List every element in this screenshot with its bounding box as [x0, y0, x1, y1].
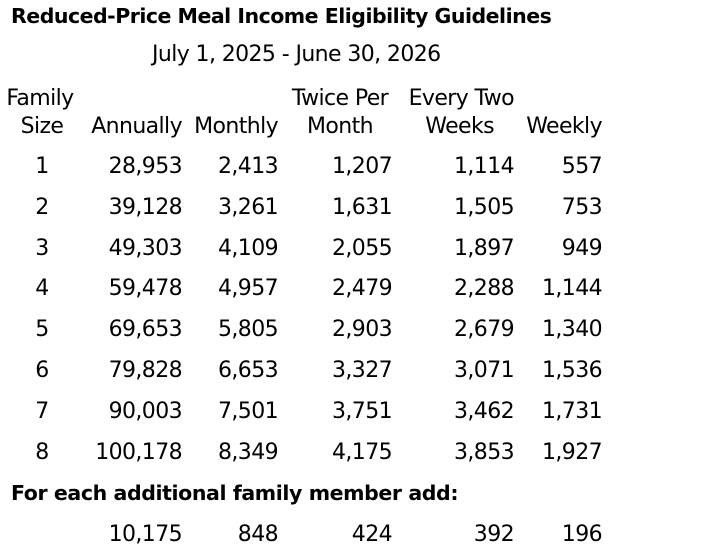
- cell-twice-per-month: 4,175: [332, 440, 393, 465]
- cell-monthly: 4,957: [218, 276, 279, 301]
- cell-annually: 39,128: [108, 195, 183, 220]
- cell-family-size: 2: [35, 195, 49, 220]
- additional-weekly: 196: [561, 522, 603, 547]
- additional-member-label: For each additional family member add:: [11, 481, 459, 505]
- cell-monthly: 3,261: [218, 195, 279, 220]
- cell-family-size: 1: [35, 154, 49, 179]
- cell-twice-per-month: 3,751: [332, 399, 393, 424]
- cell-twice-per-month: 2,903: [332, 317, 393, 342]
- additional-monthly: 848: [237, 522, 279, 547]
- header-family-size-line1: Family: [6, 86, 74, 111]
- cell-twice-per-month: 2,479: [332, 276, 393, 301]
- cell-weekly: 753: [561, 195, 603, 220]
- cell-every-two-weeks: 3,853: [454, 440, 515, 465]
- cell-family-size: 8: [35, 440, 49, 465]
- cell-monthly: 4,109: [218, 236, 279, 261]
- header-twice-per-month-line1: Twice Per: [291, 86, 389, 111]
- additional-twice-per-month: 424: [351, 522, 393, 547]
- header-family-size-line2: Size: [20, 114, 64, 139]
- cell-annually: 59,478: [108, 276, 183, 301]
- cell-weekly: 1,731: [542, 399, 603, 424]
- cell-every-two-weeks: 2,288: [454, 276, 515, 301]
- cell-annually: 79,828: [108, 358, 183, 383]
- header-monthly: Monthly: [194, 114, 278, 139]
- cell-twice-per-month: 1,631: [332, 195, 393, 220]
- cell-every-two-weeks: 1,897: [454, 236, 515, 261]
- cell-weekly: 949: [561, 236, 603, 261]
- cell-every-two-weeks: 2,679: [454, 317, 515, 342]
- header-every-two-weeks-line1: Every Two: [408, 86, 515, 111]
- additional-annually: 10,175: [108, 522, 183, 547]
- header-weekly: Weekly: [526, 114, 602, 139]
- page-title: Reduced-Price Meal Income Eligibility Gu…: [11, 4, 552, 28]
- cell-monthly: 8,349: [218, 440, 279, 465]
- cell-every-two-weeks: 1,114: [454, 154, 515, 179]
- cell-twice-per-month: 3,327: [332, 358, 393, 383]
- cell-annually: 69,653: [108, 317, 183, 342]
- cell-monthly: 7,501: [218, 399, 279, 424]
- cell-weekly: 1,144: [542, 276, 603, 301]
- cell-family-size: 7: [35, 399, 49, 424]
- cell-every-two-weeks: 1,505: [454, 195, 515, 220]
- date-range: July 1, 2025 - June 30, 2026: [152, 42, 441, 67]
- cell-annually: 100,178: [95, 440, 182, 465]
- cell-weekly: 557: [561, 154, 603, 179]
- header-every-two-weeks-line2: Weeks: [425, 114, 494, 139]
- cell-monthly: 6,653: [218, 358, 279, 383]
- cell-family-size: 3: [35, 236, 49, 261]
- additional-every-two-weeks: 392: [473, 522, 515, 547]
- header-twice-per-month-line2: Month: [307, 114, 374, 139]
- cell-annually: 28,953: [108, 154, 183, 179]
- cell-twice-per-month: 1,207: [332, 154, 393, 179]
- cell-twice-per-month: 2,055: [332, 236, 393, 261]
- cell-family-size: 4: [35, 276, 49, 301]
- cell-family-size: 5: [35, 317, 49, 342]
- cell-monthly: 2,413: [218, 154, 279, 179]
- cell-every-two-weeks: 3,071: [454, 358, 515, 383]
- header-annually: Annually: [91, 114, 182, 139]
- cell-weekly: 1,927: [542, 440, 603, 465]
- cell-every-two-weeks: 3,462: [454, 399, 515, 424]
- cell-annually: 90,003: [108, 399, 183, 424]
- cell-family-size: 6: [35, 358, 49, 383]
- cell-weekly: 1,536: [542, 358, 603, 383]
- cell-weekly: 1,340: [542, 317, 603, 342]
- cell-annually: 49,303: [108, 236, 183, 261]
- cell-monthly: 5,805: [218, 317, 279, 342]
